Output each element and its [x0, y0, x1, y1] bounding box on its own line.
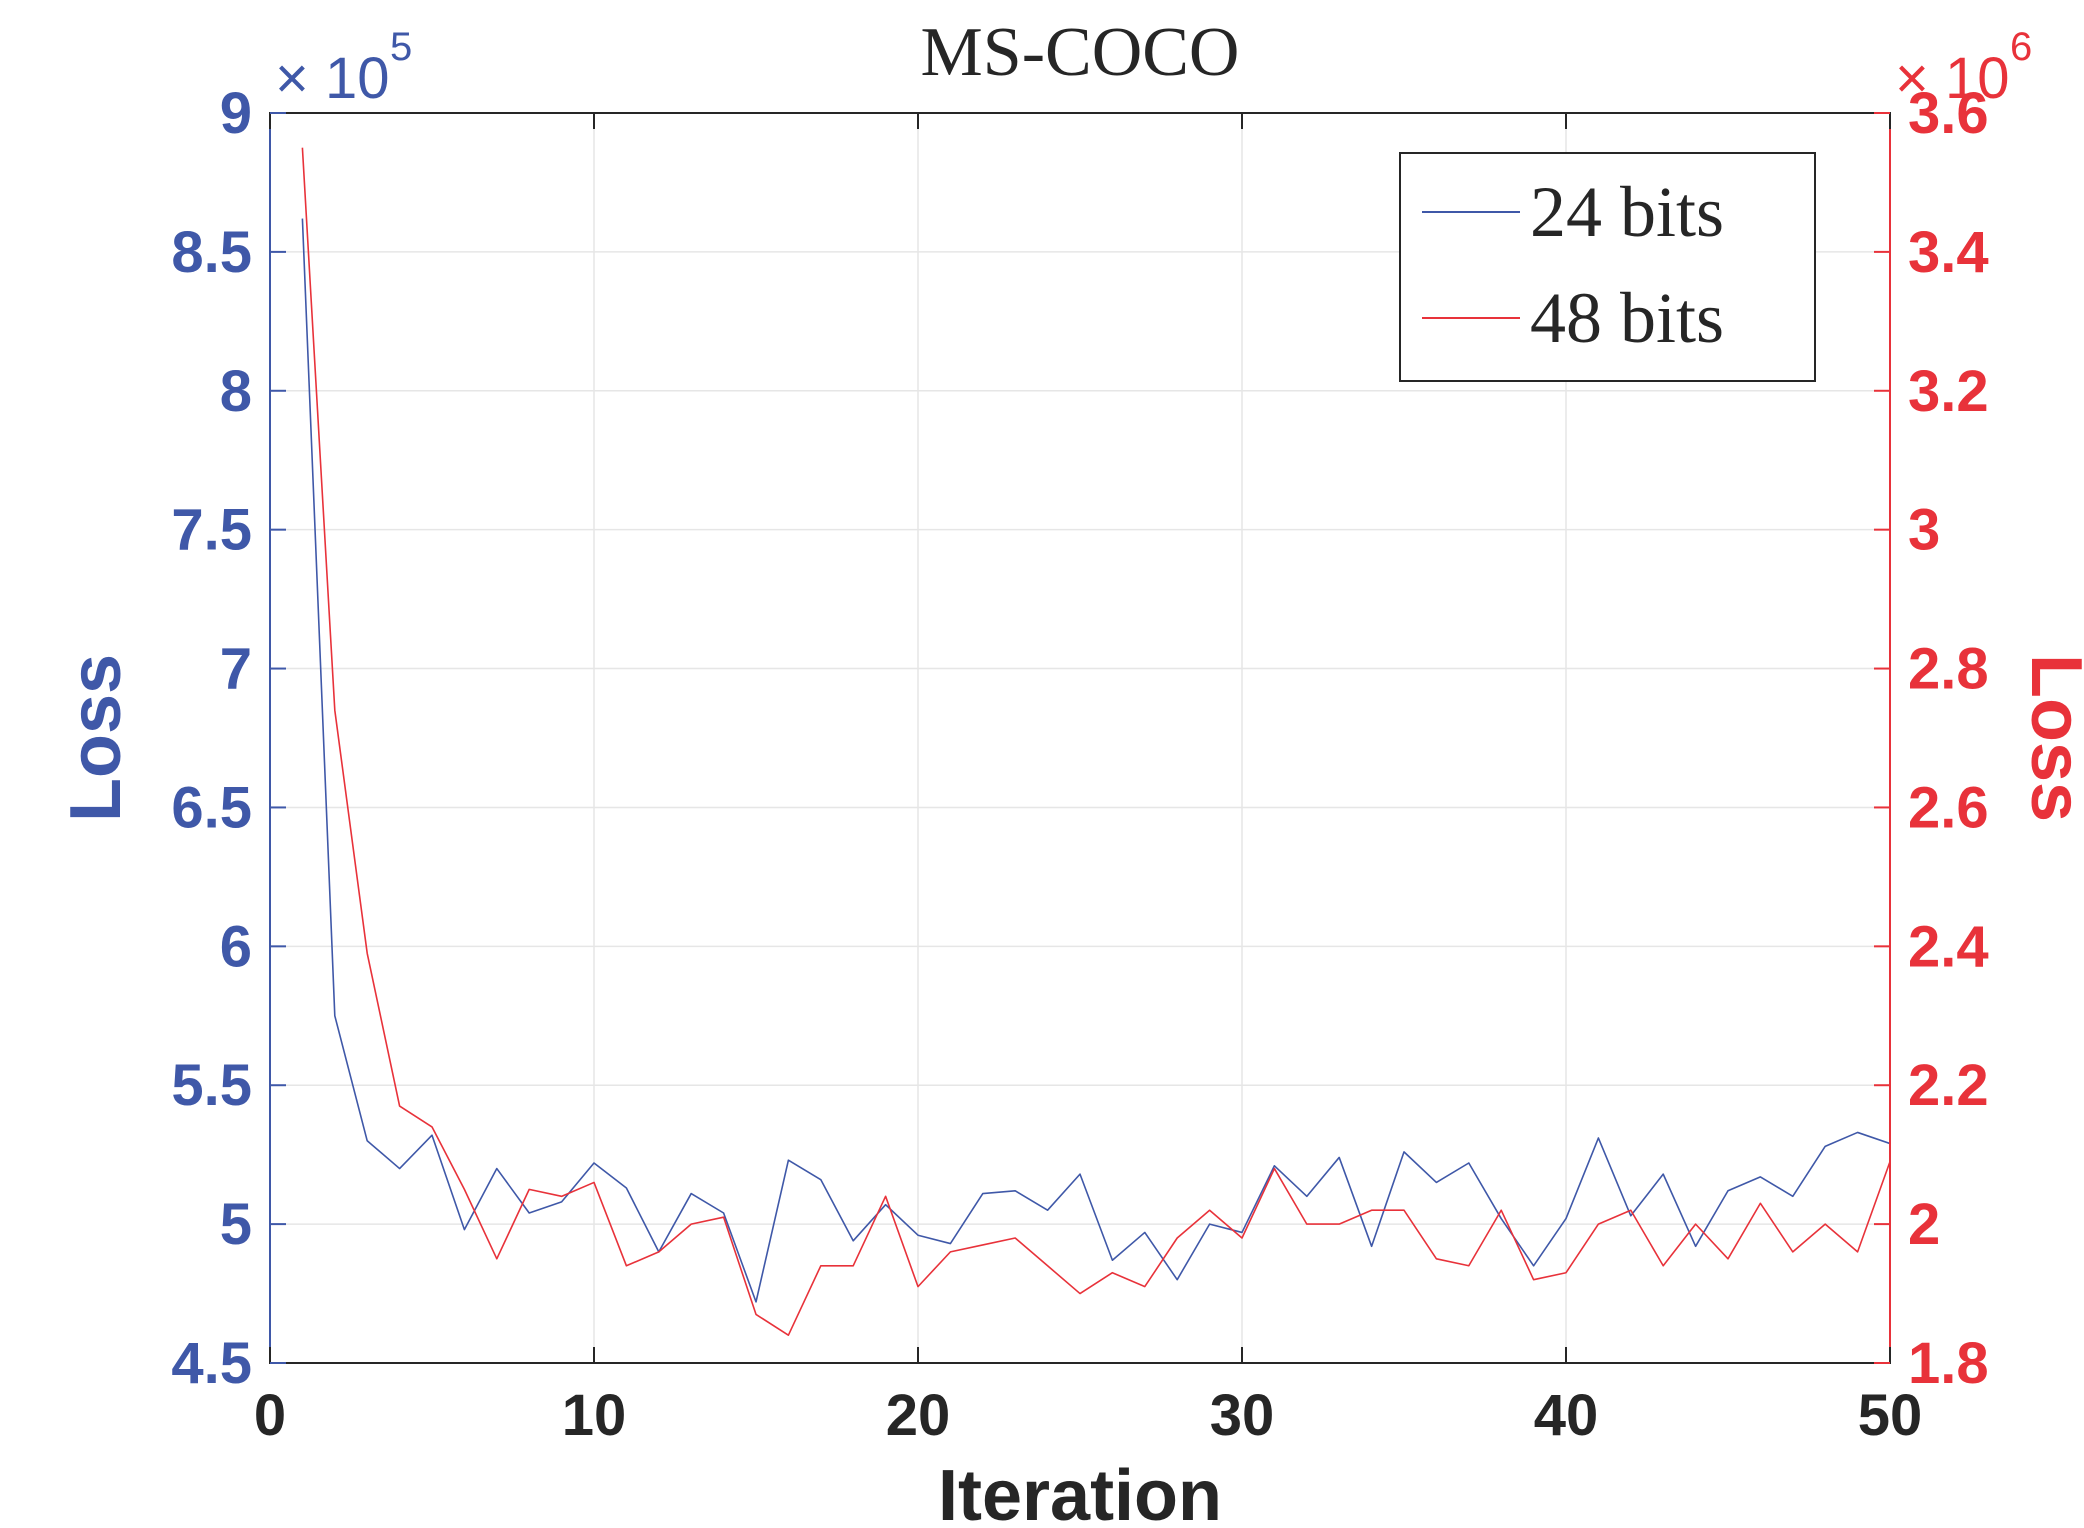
- y-multiplier-left-exponent: 5: [390, 25, 412, 69]
- legend-box: [1399, 152, 1816, 382]
- y-tick-label-left: 4.5: [171, 1331, 252, 1396]
- y-tick-label-right: 2.2: [1908, 1053, 1989, 1118]
- chart-title: MS-COCO: [921, 14, 1240, 91]
- y-multiplier-left: × 10 5: [275, 25, 412, 111]
- x-tick-label: 0: [254, 1383, 286, 1448]
- series-layer: [301, 147, 1891, 1337]
- y-tick-label-right: 3: [1908, 498, 1940, 563]
- y-tick-label-left: 5.5: [171, 1053, 252, 1118]
- y-multiplier-left-base: 10: [325, 46, 390, 111]
- y-tick-label-left: 8: [220, 359, 252, 424]
- x-tick-label: 20: [886, 1383, 951, 1448]
- legend-label-48-bits: 48 bits: [1530, 278, 1724, 358]
- y-tick-label-left: 7.5: [171, 498, 252, 563]
- y-multiplier-right-sign: ×: [1895, 46, 1929, 111]
- y-multiplier-right: × 10 6: [1895, 25, 2032, 111]
- legend-label-24-bits: 24 bits: [1530, 172, 1724, 252]
- x-tick-label: 30: [1210, 1383, 1275, 1448]
- series-line-48-bits: [301, 147, 1891, 1337]
- y-tick-label-right: 3.6: [1908, 81, 1989, 146]
- y-axis-title-right: Loss: [2016, 654, 2084, 822]
- y-tick-label-right: 2.8: [1908, 637, 1989, 702]
- y-tick-label-right: 2.4: [1908, 914, 1989, 979]
- y-tick-label-right: 3.2: [1908, 359, 1989, 424]
- y-tick-label-left: 6.5: [171, 775, 252, 840]
- x-tick-label: 10: [562, 1383, 627, 1448]
- y-tick-label-left: 7: [220, 637, 252, 702]
- y-tick-label-right: 3.4: [1908, 220, 1989, 285]
- y-tick-label-left: 5: [220, 1192, 252, 1257]
- gridlines: [270, 113, 1890, 1363]
- series-line-24-bits: [301, 218, 1891, 1303]
- y-tick-label-left: 8.5: [171, 220, 252, 285]
- y-tick-label-right: 2.6: [1908, 775, 1989, 840]
- y-multiplier-right-base: 10: [1945, 46, 2010, 111]
- x-tick-label: 40: [1534, 1383, 1599, 1448]
- y-tick-label-left: 9: [220, 81, 252, 146]
- tick-marks-and-labels: 0 10 20 30 40 50 4.5 5 5.5 6 6.5 7 7.5 8 8.5 9 1.8 2 2.2 2.…: [171, 81, 1988, 1448]
- y-axis-title-left: Loss: [56, 654, 136, 822]
- y-tick-label-left: 6: [220, 914, 252, 979]
- y-multiplier-left-sign: ×: [275, 46, 309, 111]
- x-axis-title: Iteration: [938, 1456, 1222, 1528]
- legend: 24 bits 48 bits: [1399, 152, 1816, 382]
- y-tick-label-right: 2: [1908, 1192, 1940, 1257]
- x-tick-label: 50: [1858, 1383, 1923, 1448]
- y-tick-label-right: 1.8: [1908, 1331, 1989, 1396]
- y-multiplier-right-exponent: 6: [2010, 25, 2032, 69]
